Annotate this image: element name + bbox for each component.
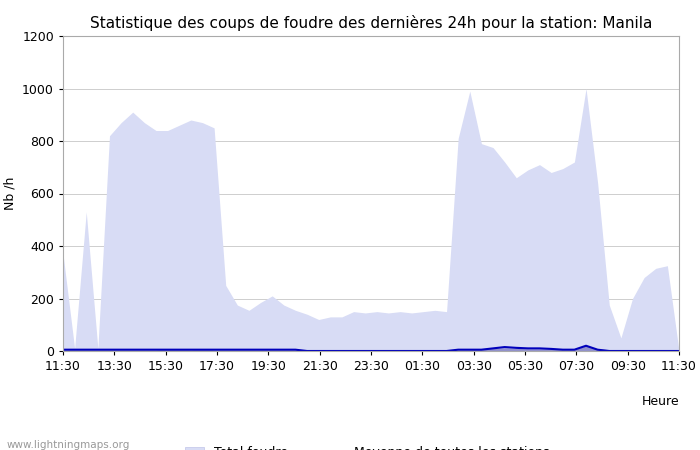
Text: Heure: Heure [641, 395, 679, 408]
Y-axis label: Nb /h: Nb /h [4, 177, 17, 210]
Title: Statistique des coups de foudre des dernières 24h pour la station: Manila: Statistique des coups de foudre des dern… [90, 15, 652, 31]
Text: www.lightningmaps.org: www.lightningmaps.org [7, 440, 130, 450]
